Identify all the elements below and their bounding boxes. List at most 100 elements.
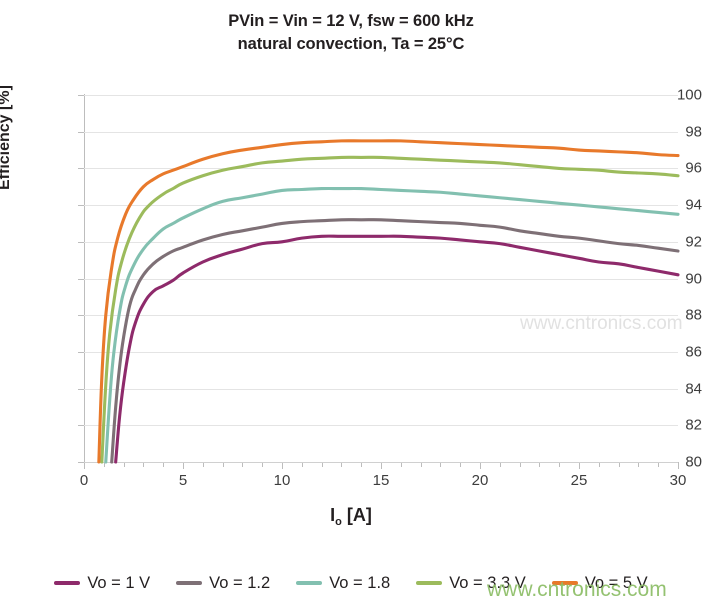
y-tick-88	[78, 315, 84, 317]
x-tick-2	[123, 463, 125, 467]
gridline-82	[84, 425, 678, 427]
x-tick-label-25: 25	[570, 472, 588, 489]
chart-legend: Vo = 1 V Vo = 1.2 Vo = 1.8 Vo = 3.3 V Vo = 5…	[0, 566, 702, 600]
x-tick-label-30: 30	[669, 472, 687, 489]
series-line-0	[114, 234, 680, 464]
x-tick-13	[341, 463, 343, 467]
y-tick-96	[78, 168, 84, 170]
legend-label-1: Vo = 1.2	[209, 573, 271, 592]
x-tick-17	[420, 463, 422, 467]
y-tick-86	[78, 351, 84, 353]
x-tick-6	[202, 463, 204, 467]
y-tick-label-80: 80	[685, 453, 702, 471]
x-tick-16	[400, 463, 402, 467]
legend-label-0: Vo = 1 V	[87, 573, 151, 592]
gridline-80	[84, 462, 678, 463]
x-tick-5	[183, 463, 184, 469]
y-tick-label-86: 86	[685, 343, 702, 361]
x-tick-label-20: 20	[471, 472, 489, 489]
x-tick-label-5: 5	[178, 472, 188, 489]
x-tick-15	[381, 463, 382, 469]
legend-item-3[interactable]: Vo = 3.3 V	[416, 574, 526, 593]
x-tick-9	[262, 463, 264, 467]
x-tick-14	[361, 463, 363, 467]
gridline-98	[84, 131, 678, 133]
legend-item-1[interactable]: Vo = 1.2	[176, 574, 270, 593]
legend-swatch-icon-3	[416, 581, 443, 585]
x-axis-title-subscript: o	[335, 516, 342, 528]
y-tick-label-88: 88	[685, 306, 702, 324]
chart-title: PVin = Vin = 12 V, fsw = 600 kHz natural…	[0, 10, 702, 57]
x-tick-label-15: 15	[372, 472, 390, 489]
x-tick-label-10: 10	[273, 472, 291, 489]
x-axis-title-symbol: I	[330, 505, 336, 525]
y-tick-82	[78, 425, 84, 427]
x-tick-27	[618, 463, 620, 467]
y-tick-80	[78, 462, 84, 463]
x-tick-18	[440, 463, 442, 467]
series-line-1	[110, 218, 680, 464]
x-axis-title-unit: [A]	[341, 505, 372, 525]
x-tick-28	[638, 463, 640, 467]
series-line-4	[97, 139, 680, 464]
x-tick-22	[519, 463, 521, 467]
y-tick-label-96: 96	[685, 159, 702, 177]
y-tick-84	[78, 388, 84, 390]
gridline-96	[84, 168, 678, 170]
x-tick-19	[460, 463, 462, 467]
legend-swatch-icon-4	[551, 581, 578, 585]
gridline-84	[84, 388, 678, 390]
series-line-3	[100, 155, 680, 464]
x-tick-26	[598, 463, 600, 467]
y-tick-92	[78, 241, 84, 243]
legend-label-2: Vo = 1.8	[329, 573, 391, 592]
gridline-100	[84, 95, 678, 96]
x-tick-0	[84, 463, 85, 469]
x-axis-title: Io [A]	[0, 505, 702, 528]
x-tick-24	[559, 463, 561, 467]
gridline-86	[84, 351, 678, 353]
y-tick-label-94: 94	[685, 196, 702, 214]
x-tick-10	[282, 463, 283, 469]
plot-area	[84, 95, 680, 464]
legend-item-2[interactable]: Vo = 1.8	[296, 574, 390, 593]
y-tick-94	[78, 205, 84, 207]
x-tick-23	[539, 463, 541, 467]
gridline-94	[84, 205, 678, 207]
legend-item-0[interactable]: Vo = 1 V	[54, 574, 150, 593]
y-tick-100	[78, 95, 84, 96]
gridline-90	[84, 278, 678, 280]
x-tick-1	[103, 463, 105, 467]
y-tick-label-90: 90	[685, 270, 702, 287]
series-curves	[97, 139, 680, 464]
chart-title-line-2: natural convection, Ta = 25°C	[237, 35, 465, 54]
y-axis-title: Efficiency [%]	[0, 85, 13, 190]
legend-swatch-icon-1	[176, 581, 203, 585]
series-line-2	[104, 186, 680, 464]
x-tick-3	[143, 463, 145, 467]
x-tick-25	[579, 463, 580, 469]
x-tick-20	[480, 463, 481, 469]
x-tick-4	[163, 463, 165, 467]
gridline-92	[84, 241, 678, 243]
x-tick-21	[499, 463, 501, 467]
gridline-88	[84, 315, 678, 317]
chart-title-line-1: PVin = Vin = 12 V, fsw = 600 kHz	[228, 12, 474, 30]
y-tick-label-82: 82	[685, 416, 702, 434]
y-tick-label-92: 92	[685, 233, 702, 251]
y-tick-98	[78, 131, 84, 133]
x-tick-12	[321, 463, 323, 467]
legend-label-4: Vo = 5 V	[584, 573, 648, 592]
x-tick-label-0: 0	[79, 472, 89, 489]
x-tick-29	[658, 463, 660, 467]
legend-swatch-icon-0	[54, 581, 81, 585]
x-tick-8	[242, 463, 244, 467]
legend-item-4[interactable]: Vo = 5 V	[551, 573, 648, 593]
y-tick-label-84: 84	[685, 380, 702, 398]
legend-swatch-icon-2	[296, 581, 323, 585]
x-tick-30	[678, 463, 679, 469]
legend-label-3: Vo = 3.3 V	[449, 573, 526, 592]
y-tick-label-98: 98	[685, 123, 702, 141]
y-tick-90	[78, 278, 84, 280]
